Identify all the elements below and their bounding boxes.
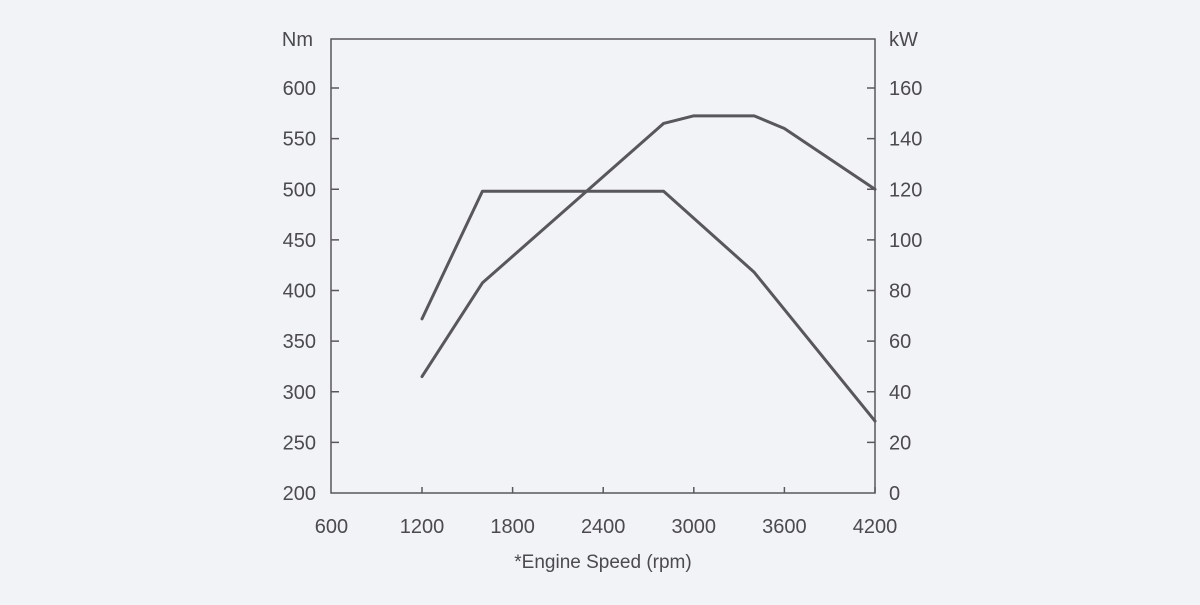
x-tick-label: 2400: [581, 516, 626, 538]
torque-series-line: [420, 189, 877, 423]
x-tick-label: 3600: [762, 516, 807, 538]
y-left-tick-label: 450: [283, 230, 316, 252]
y-right-tick-label: 140: [889, 129, 922, 151]
y-right-tick-label: 120: [889, 179, 922, 201]
x-tick-label: 1800: [490, 516, 535, 538]
x-axis-label: *Engine Speed (rpm): [514, 552, 691, 573]
y-left-tick-label: 400: [283, 281, 316, 303]
y-left-tick-label: 250: [283, 432, 316, 454]
y-left-tick-label: 500: [283, 179, 316, 201]
y-left-tick-label: 600: [283, 78, 316, 100]
y-right-unit-label: kW: [889, 29, 918, 51]
y-left-tick-label: 350: [283, 331, 316, 353]
y-left-tick-label: 300: [283, 382, 316, 404]
y-right-tick-label: 160: [889, 78, 922, 100]
power-series-line: [420, 114, 877, 379]
y-left-tick-label: 550: [283, 129, 316, 151]
x-tick-label: 3000: [672, 516, 717, 538]
y-left-unit-label: Nm: [282, 29, 313, 51]
y-right-tick-label: 60: [889, 331, 911, 353]
y-right-tick-label: 40: [889, 382, 911, 404]
y-right-tick-label: 80: [889, 281, 911, 303]
plot-frame: [330, 38, 876, 494]
x-tick-label: 600: [315, 516, 348, 538]
x-tick-label: 4200: [853, 516, 898, 538]
y-right-tick-label: 0: [889, 483, 900, 505]
y-left-tick-label: 200: [283, 483, 316, 505]
x-tick-label: 1200: [400, 516, 445, 538]
y-right-tick-label: 100: [889, 230, 922, 252]
y-right-tick-label: 20: [889, 432, 911, 454]
